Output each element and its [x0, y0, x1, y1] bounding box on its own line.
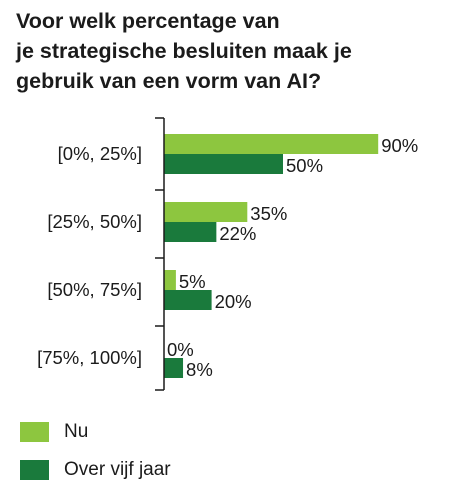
chart-title-line-1: Voor welk percentage van [16, 9, 280, 33]
legend-swatch-nu [20, 422, 49, 442]
legend-item-nu: Nu [20, 418, 440, 446]
category-label-4: [75%, 100%] [37, 347, 142, 368]
chart-title-line-2: je strategische besluiten maak je [16, 39, 352, 63]
chart-title-line-3: gebruik van een vorm van AI? [16, 69, 322, 93]
legend-label-nu: Nu [64, 421, 89, 442]
legend-swatch-over-vijf-jaar [20, 460, 49, 480]
bar-over-vijf-jaar-4 [164, 358, 184, 378]
bar-nu-3 [164, 270, 176, 290]
bar-chart: [0%, 25%] 90% 50% [25%, 50%] 35%22% [50%, 75%… [37, 117, 420, 391]
value-label-over-vijf-jaar-3: 20% [215, 291, 252, 312]
bar-over-vijf-jaar-3 [164, 290, 212, 310]
bar-over-vijf-jaar-2 [164, 222, 217, 242]
category-label-1: [0%, 25%] [58, 143, 142, 164]
value-label-nu-2: 35% [250, 203, 287, 224]
bar-nu-2 [164, 202, 248, 222]
value-label-over-vijf-jaar-1: 50% [286, 155, 323, 176]
legend-item-over-vijf-jaar: Over vijf jaar [20, 456, 440, 484]
value-label-over-vijf-jaar-4: 8% [186, 359, 213, 380]
value-label-over-vijf-jaar-2: 22% [219, 223, 256, 244]
chart-title: Voor welk percentage van je strategische… [16, 6, 456, 96]
value-label-nu-4: 0% [167, 339, 194, 360]
bar-over-vijf-jaar-1 [164, 154, 283, 174]
value-label-nu-3: 5% [179, 271, 206, 292]
category-label-2: [25%, 50%] [47, 211, 142, 232]
legend-label-over-vijf-jaar: Over vijf jaar [64, 459, 171, 480]
value-label-nu-1: 90% [381, 135, 418, 156]
category-label-3: [50%, 75%] [47, 279, 142, 300]
chart-legend: Nu Over vijf jaar [20, 418, 440, 494]
bar-nu-1 [164, 134, 379, 154]
